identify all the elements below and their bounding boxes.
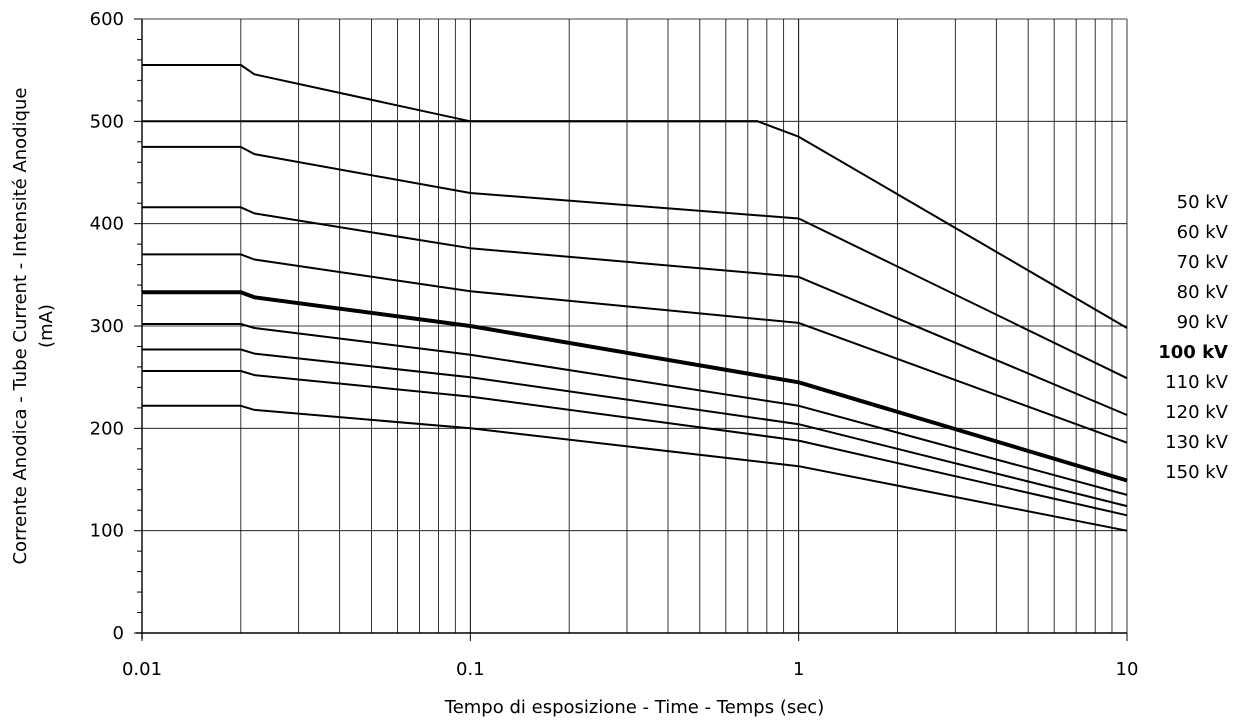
y-axis-unit: (mA) <box>36 304 57 348</box>
x-axis-title: Tempo di esposizione - Time - Temps (sec… <box>444 697 824 718</box>
y-tick-label: 300 <box>90 316 124 337</box>
legend-label: 100 kV <box>1158 342 1228 363</box>
x-tick-label: 0.1 <box>456 659 485 680</box>
series-line-6 <box>142 290 1128 483</box>
y-axis-title: Corrente Anodica - Tube Current - Intens… <box>10 87 31 564</box>
y-tick-label: 600 <box>90 9 124 30</box>
y-tick-label: 400 <box>90 214 124 235</box>
x-tick-label: 1 <box>793 659 804 680</box>
y-tick-label: 0 <box>113 623 124 644</box>
grid <box>141 18 1128 634</box>
series-line-4 <box>142 206 1128 416</box>
legend-label: 130 kV <box>1165 432 1229 453</box>
y-tick-label: 100 <box>90 521 124 542</box>
series-layer <box>142 64 1128 532</box>
y-tick-label: 500 <box>90 111 124 132</box>
y-tick-label: 200 <box>90 418 124 439</box>
legend-label: 60 kV <box>1177 222 1229 243</box>
legend: 50 kV 60 kV 70 kV 80 kV 90 kV 100 kV 110 kV 120… <box>1158 192 1228 483</box>
series-line-1 <box>142 64 1128 329</box>
series-line-8 <box>142 348 1128 508</box>
series-line-3 <box>142 145 1128 380</box>
series-line-10 <box>142 404 1128 532</box>
x-tick-label: 10 <box>1116 659 1139 680</box>
legend-label: 120 kV <box>1165 402 1229 423</box>
axes <box>134 18 1128 641</box>
series-line-7 <box>142 323 1128 496</box>
legend-label: 80 kV <box>1177 282 1229 303</box>
legend-label: 50 kV <box>1177 192 1229 213</box>
legend-label: 90 kV <box>1177 312 1229 333</box>
legend-label: 70 kV <box>1177 252 1229 273</box>
legend-label: 150 kV <box>1165 462 1229 483</box>
x-tick-label: 0.01 <box>122 659 162 680</box>
legend-label: 110 kV <box>1165 372 1229 393</box>
series-line-9 <box>142 370 1128 517</box>
series-line-5 <box>142 253 1128 444</box>
tick-labels: 0 100 200 300 400 500 600 0.01 0.1 1 10 <box>90 9 1139 680</box>
